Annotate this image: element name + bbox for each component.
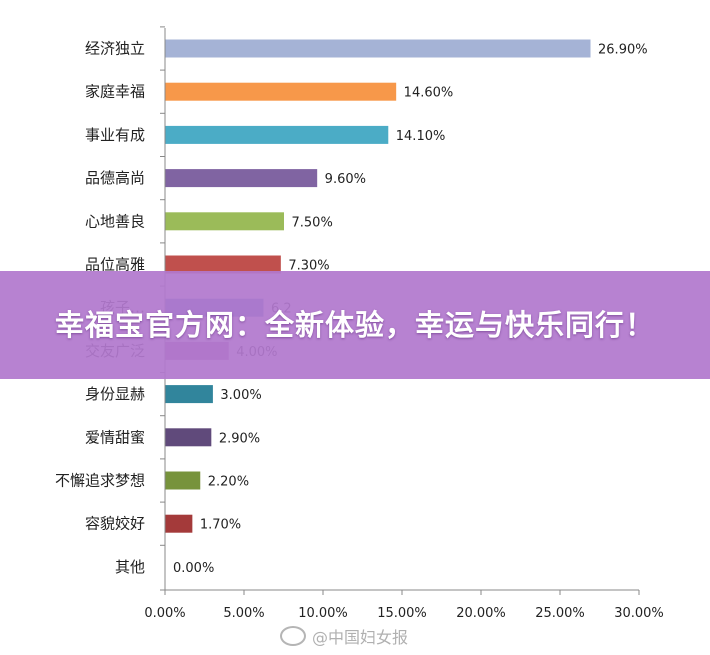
value-label: 14.60%: [404, 86, 454, 101]
value-label: 26.90%: [598, 43, 648, 58]
category-label: 不懈追求梦想: [55, 472, 145, 490]
value-label: 3.00%: [220, 388, 261, 403]
category-label: 事业有成: [85, 126, 145, 144]
bar: [165, 255, 281, 274]
value-label: 2.20%: [208, 475, 249, 490]
bar: [165, 514, 193, 533]
banner-text: 幸福宝官方网：全新体验，幸运与快乐同行！: [54, 308, 655, 342]
value-label: 14.10%: [396, 129, 446, 144]
value-label: 9.60%: [325, 172, 366, 187]
category-label: 心地善良: [85, 212, 145, 230]
category-label: 容貌姣好: [85, 515, 145, 533]
value-label: 0.00%: [173, 561, 214, 576]
category-label: 品位高雅: [85, 256, 145, 274]
category-label: 家庭幸福: [85, 83, 145, 101]
bar: [165, 428, 212, 447]
category-label: 其他: [115, 558, 145, 576]
value-label: 1.70%: [200, 518, 241, 533]
x-axis: 0.00% 5.00% 10.00% 15.00% 20.00% 25.00% 30.00%: [144, 26, 664, 621]
bar: [165, 169, 318, 188]
category-label: 身份显赫: [85, 385, 145, 403]
x-tick-label: 10.00%: [298, 606, 348, 621]
x-tick-label: 20.00%: [456, 606, 506, 621]
watermark: @中国妇女报: [280, 624, 408, 648]
x-tick-label: 15.00%: [377, 606, 427, 621]
value-label: 2.90%: [219, 431, 260, 446]
bar: [165, 471, 201, 490]
value-label: 7.30%: [288, 259, 329, 274]
bar: [165, 212, 284, 231]
x-tick-label: 5.00%: [223, 606, 264, 621]
value-label: 7.50%: [292, 215, 333, 230]
category-label: 品德高尚: [85, 169, 145, 187]
bar: [165, 82, 397, 101]
bar: [165, 39, 591, 58]
category-label: 经济独立: [85, 40, 145, 58]
category-label: 爱情甜蜜: [85, 428, 145, 446]
x-tick-label: 30.00%: [614, 606, 664, 621]
bar: [165, 385, 213, 404]
weibo-icon: [280, 626, 306, 646]
x-tick-label: 0.00%: [144, 606, 185, 621]
x-tick-label: 25.00%: [535, 606, 585, 621]
watermark-text: @中国妇女报: [312, 628, 409, 647]
promo-banner: 幸福宝官方网：全新体验，幸运与快乐同行！: [0, 271, 710, 379]
bar: [165, 125, 389, 144]
